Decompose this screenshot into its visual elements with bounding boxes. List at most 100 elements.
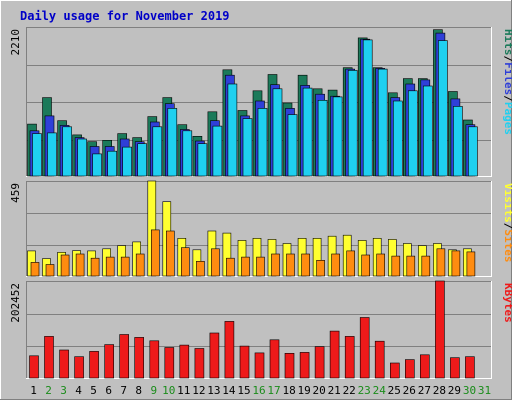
x-label-30: 30 [463,384,476,397]
bar-pages-20 [317,100,328,177]
bar-pages-4 [77,138,87,177]
bar-sites-28 [436,248,446,277]
bar-kbytes-25 [389,362,400,379]
x-label-2: 2 [45,384,52,397]
bar-pages-23 [362,39,373,177]
legend-item: Files [502,62,512,95]
bar-pages-28 [438,40,448,177]
bar-kbytes-29 [450,357,460,379]
legend-item: Visits [502,183,512,223]
bar-kbytes-15 [239,345,250,379]
x-label-21: 21 [328,384,341,397]
bar-kbytes-9 [149,340,160,379]
x-label-8: 8 [135,384,142,397]
bar-kbytes-10 [164,347,175,379]
bar-kbytes-18 [284,352,295,379]
bar-sites-7 [120,256,130,277]
bar-kbytes-13 [209,332,220,379]
bar-kbytes-27 [419,354,430,379]
bar-pages-9 [152,126,163,177]
panel-legend: KBytes [502,283,512,323]
x-label-29: 29 [448,384,461,397]
bar-kbytes-11 [179,344,190,379]
bar-sites-16 [256,256,265,277]
x-axis-labels: 1 2 3 4 5 6 7 8 9 10 11 12 13 14 15 16 17 18 19 20 21 22 23 24 2… [30,384,491,397]
bar-pages-2 [47,132,57,177]
bar-sites-27 [421,255,431,277]
bar-sites-15 [241,256,250,277]
bar-pages-19 [302,87,313,177]
bar-kbytes-12 [194,348,205,379]
bar-pages-14 [227,83,238,177]
bar-pages-10 [167,108,178,177]
x-label-28: 28 [433,384,446,397]
bar-sites-19 [301,253,310,277]
x-label-1: 1 [30,384,37,397]
bar-sites-20 [316,259,325,277]
bar-sites-3 [60,254,70,277]
bar-sites-24 [376,253,386,277]
bar-kbytes-2 [44,336,54,379]
bar-pages-5 [92,153,102,177]
bar-kbytes-5 [89,351,99,379]
bar-pages-15 [242,118,253,177]
bar-sites-10 [166,230,175,277]
bar-kbytes-22 [344,336,355,379]
bar-sites-21 [331,253,340,277]
bar-sites-29 [451,250,461,277]
bar-kbytes-28 [435,280,445,379]
x-label-18: 18 [282,384,295,397]
x-label-27: 27 [418,384,431,397]
x-label-7: 7 [120,384,127,397]
bar-sites-30 [466,251,476,277]
bar-kbytes-23 [359,317,370,379]
bar-pages-18 [287,114,298,177]
panel-kbytes: 202452 KBytes [9,280,512,379]
x-label-5: 5 [90,384,97,397]
bar-sites-9 [151,229,160,277]
bar-kbytes-21 [329,330,340,379]
x-label-16: 16 [252,384,265,397]
bar-kbytes-17 [269,339,280,379]
bar-pages-26 [407,90,418,177]
bar-pages-8 [137,143,147,177]
panel-visits-sites: 459 Visits/Sites [9,180,512,277]
x-label-19: 19 [297,384,310,397]
bar-pages-27 [422,85,433,177]
bar-sites-8 [135,253,145,277]
bar-pages-22 [347,70,358,177]
panel-legend: Hits/Files/Pages [502,29,512,135]
x-label-3: 3 [60,384,67,397]
x-label-10: 10 [162,384,175,397]
bar-pages-7 [122,146,132,177]
x-label-20: 20 [312,384,325,397]
x-label-25: 25 [388,384,401,397]
bar-sites-18 [286,253,295,277]
bar-kbytes-19 [299,352,310,379]
bar-sites-12 [196,260,205,277]
bar-sites-22 [346,250,356,277]
bar-kbytes-24 [374,340,385,379]
legend-item: / [502,56,512,63]
bar-pages-11 [182,130,193,177]
x-label-31: 31 [478,384,491,397]
bar-kbytes-8 [134,337,144,379]
x-label-26: 26 [403,384,416,397]
x-label-24: 24 [373,384,387,397]
bar-pages-17 [272,88,283,177]
legend-item: / [502,95,512,102]
x-label-23: 23 [358,384,371,397]
x-label-11: 11 [177,384,190,397]
bar-pages-1 [32,133,42,177]
x-label-15: 15 [237,384,250,397]
bar-pages-24 [377,68,388,177]
panel-max-label: 459 [9,183,22,203]
x-label-14: 14 [222,384,236,397]
bar-kbytes-20 [314,346,325,379]
bar-pages-3 [62,126,72,177]
bar-pages-13 [212,125,223,177]
bar-pages-21 [332,96,343,177]
chart-panels: 2210Hits/Files/Pages459Visits/Sites20245… [9,27,512,379]
